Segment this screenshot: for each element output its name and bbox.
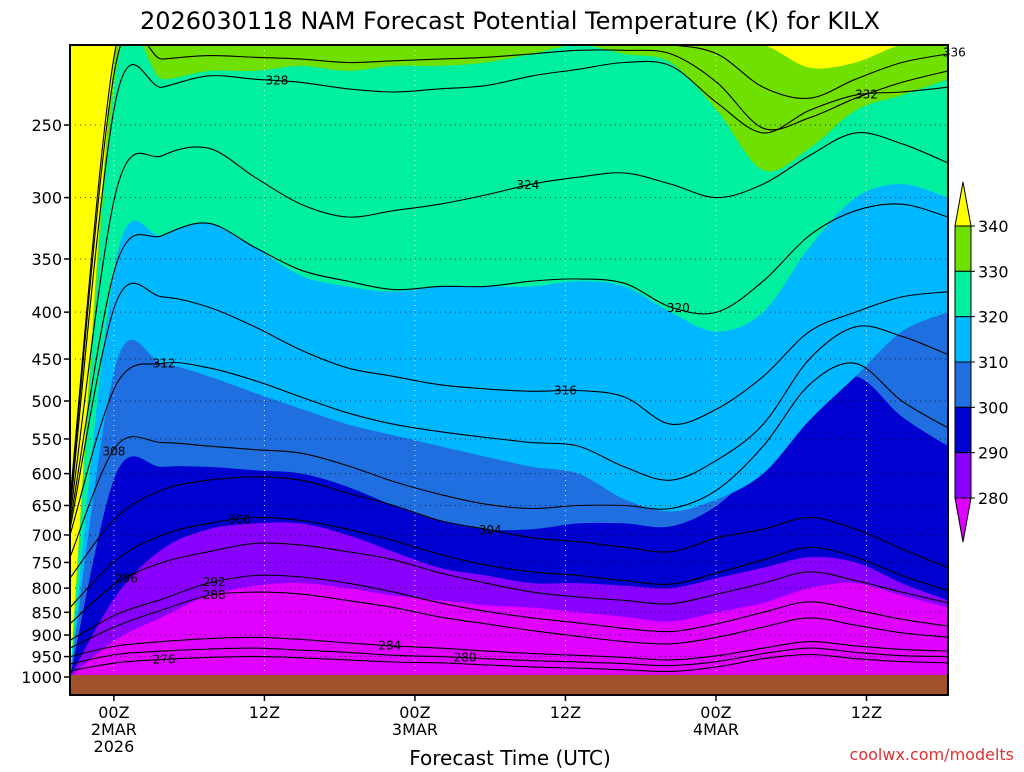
x-tick-label-0-1: 2MAR — [91, 720, 137, 739]
plot-frame — [69, 44, 949, 696]
chart-title: 2026030118 NAM Forecast Potential Temper… — [140, 7, 880, 35]
contour-label-316: 316 — [554, 384, 577, 398]
contour-label-312: 312 — [153, 357, 176, 371]
colorbar-label-340: 340 — [978, 217, 1009, 236]
contour-292 — [70, 574, 948, 641]
y-tick-label-850: 850 — [31, 603, 62, 622]
contour-label-296: 296 — [115, 572, 138, 586]
grid-lines — [70, 45, 1018, 675]
contour-label-288: 288 — [203, 588, 226, 602]
contour-296 — [70, 542, 948, 625]
colorbar-seg-1 — [954, 270, 972, 318]
x-tick-label-48-0: 00Z — [700, 703, 731, 722]
x-tick-label-24-0: 00Z — [399, 703, 430, 722]
y-tick-label-400: 400 — [31, 303, 62, 322]
colorbar-label-310: 310 — [978, 353, 1009, 372]
contour-label-328: 328 — [266, 74, 289, 88]
y-tick-label-350: 350 — [31, 250, 62, 269]
colorbar-label-300: 300 — [978, 398, 1009, 417]
colorbar-seg-low — [954, 497, 972, 543]
contour-336 — [70, 45, 948, 500]
contour-label-292: 292 — [203, 575, 226, 589]
y-tick-label-550: 550 — [31, 430, 62, 449]
colorbar-label-330: 330 — [978, 262, 1009, 281]
x-tick-label-60-0: 12Z — [851, 703, 882, 722]
contour-312 — [70, 325, 948, 536]
y-tick-label-700: 700 — [31, 526, 62, 545]
contour-324 — [70, 132, 948, 518]
theta-band-330 — [70, 45, 948, 677]
colorbar-label-280: 280 — [978, 489, 1009, 508]
contour-320 — [70, 203, 948, 524]
contour-label-304: 304 — [479, 523, 502, 537]
ground-surface-band — [70, 675, 948, 695]
colorbar-seg-5 — [954, 452, 972, 499]
contour-328 — [70, 60, 948, 512]
colorbar-seg-0 — [954, 225, 972, 272]
x-tick-label-24-1: 3MAR — [392, 720, 438, 739]
y-tick-label-900: 900 — [31, 626, 62, 645]
theta-contour-layer — [70, 45, 948, 673]
x-tick-label-12-0: 12Z — [249, 703, 280, 722]
contour-300 — [70, 516, 948, 608]
contour-284 — [70, 636, 948, 661]
contour-label-284: 284 — [378, 639, 401, 653]
contour-label-320: 320 — [667, 301, 690, 315]
y-tick-label-450: 450 — [31, 350, 62, 369]
colorbar-seg-3 — [954, 361, 972, 408]
colorbar-label-290: 290 — [978, 444, 1009, 463]
contour-332 — [70, 45, 948, 506]
x-tick-label-48-1: 4MAR — [693, 720, 739, 739]
x-tick-label-36-0: 12Z — [550, 703, 581, 722]
y-tick-label-750: 750 — [31, 553, 62, 572]
y-tick-label-800: 800 — [31, 579, 62, 598]
colorbar: 280 290 300 310 320 330 340 — [954, 181, 1009, 543]
contour-label-280: 280 — [454, 651, 477, 665]
contour-280 — [70, 647, 948, 667]
x-tick-label-0-0: 00Z — [98, 703, 129, 722]
y-tick-label-1000: 1000 — [21, 668, 62, 687]
y-tick-label-250: 250 — [31, 116, 62, 135]
y-tick-label-300: 300 — [31, 189, 62, 208]
contour-316 — [70, 282, 948, 530]
y-tick-label-950: 950 — [31, 648, 62, 667]
y-tick-label-600: 600 — [31, 465, 62, 484]
x-axis-label: Forecast Time (UTC) — [409, 746, 611, 768]
contour-288 — [70, 591, 948, 649]
contour-label-308: 308 — [102, 445, 125, 459]
colorbar-seg-4 — [954, 406, 972, 454]
y-tick-label-500: 500 — [31, 392, 62, 411]
y-tick-label-650: 650 — [31, 496, 62, 515]
contour-308 — [70, 362, 948, 558]
source-credit: coolwx.com/modelts — [850, 745, 1014, 764]
colorbar-label-320: 320 — [978, 308, 1009, 327]
contour-276 — [70, 653, 948, 673]
contour-label-336: 336 — [943, 46, 966, 60]
contour-label-300: 300 — [228, 513, 251, 527]
colorbar-seg-2 — [954, 316, 972, 363]
x-tick-label-0-2: 2026 — [94, 737, 135, 756]
pressure-axis: 250 300 350 400 450 500 550 600 650 700 750 800 850 9… — [21, 116, 70, 687]
contour-label-276: 276 — [153, 652, 176, 666]
contour-304 — [70, 476, 948, 579]
contour-label-324: 324 — [516, 178, 539, 192]
contour-label-332: 332 — [855, 87, 878, 101]
